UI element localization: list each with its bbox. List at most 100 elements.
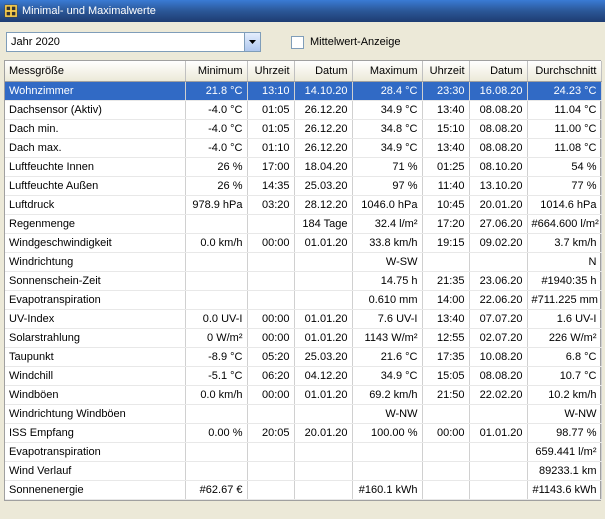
row-label: Windrichtung Windböen (5, 404, 185, 423)
row-value: 15:05 (422, 366, 469, 385)
row-value (294, 290, 352, 309)
table-row[interactable]: Sonnenschein-Zeit14.75 h21:3523.06.20#19… (5, 271, 601, 290)
table-row[interactable]: Luftfeuchte Innen26 %17:0018.04.2071 %01… (5, 157, 601, 176)
row-value: 34.9 °C (352, 138, 422, 157)
row-label: Luftdruck (5, 195, 185, 214)
row-value: 23.06.20 (469, 271, 527, 290)
table-row[interactable]: WindrichtungW-SWN (5, 252, 601, 271)
row-value: 1014.6 hPa (527, 195, 601, 214)
table-row[interactable]: Luftdruck978.9 hPa03:2028.12.201046.0 hP… (5, 195, 601, 214)
row-label: Taupunkt (5, 347, 185, 366)
table-row[interactable]: Solarstrahlung0 W/m²00:0001.01.201143 W/… (5, 328, 601, 347)
chevron-down-icon (244, 33, 260, 51)
row-value: 17:00 (247, 157, 294, 176)
row-value: 00:00 (422, 423, 469, 442)
row-value: 0 W/m² (185, 328, 247, 347)
row-label: Windchill (5, 366, 185, 385)
row-value: 0.00 % (185, 423, 247, 442)
row-value: 17:20 (422, 214, 469, 233)
table-row[interactable]: Evapotranspiration 659.441 l/m² (5, 442, 601, 461)
row-value: W-NW (527, 404, 601, 423)
row-value (185, 442, 247, 461)
table-row[interactable]: Evapotranspiration0.610 mm14:0022.06.20#… (5, 290, 601, 309)
row-value: 184 Tage (294, 214, 352, 233)
row-value: 18.04.20 (294, 157, 352, 176)
table-row[interactable]: Dach min.-4.0 °C01:0526.12.2034.8 °C15:1… (5, 119, 601, 138)
row-label: Regenmenge (5, 214, 185, 233)
row-value: 05:20 (247, 347, 294, 366)
row-value: 22.02.20 (469, 385, 527, 404)
row-value: 659.441 l/m² (527, 442, 601, 461)
row-value (352, 442, 422, 461)
row-value: 13:40 (422, 309, 469, 328)
row-value: 226 W/m² (527, 328, 601, 347)
table-row[interactable]: Dachsensor (Aktiv)-4.0 °C01:0526.12.2034… (5, 100, 601, 119)
row-value: 08.10.20 (469, 157, 527, 176)
table-row[interactable]: Wind Verlauf89233.1 km (5, 461, 601, 480)
column-header[interactable]: Maximum (352, 61, 422, 81)
row-value: 28.4 °C (352, 81, 422, 100)
table-row[interactable]: ISS Empfang0.00 %20:0520.01.20100.00 %00… (5, 423, 601, 442)
table-row[interactable]: Windböen0.0 km/h00:0001.01.2069.2 km/h21… (5, 385, 601, 404)
row-value: 13:10 (247, 81, 294, 100)
row-value (247, 442, 294, 461)
row-value: 08.08.20 (469, 119, 527, 138)
row-label: Luftfeuchte Außen (5, 176, 185, 195)
table-row[interactable]: Taupunkt-8.9 °C05:2025.03.2021.6 °C17:35… (5, 347, 601, 366)
checkbox-box (291, 36, 304, 49)
row-value: 00:00 (247, 233, 294, 252)
table-row[interactable]: Windgeschwindigkeit0.0 km/h00:0001.01.20… (5, 233, 601, 252)
table-row[interactable]: Windchill-5.1 °C06:2004.12.2034.9 °C15:0… (5, 366, 601, 385)
table-row[interactable]: Windrichtung WindböenW-NWW-NW (5, 404, 601, 423)
row-value: -8.9 °C (185, 347, 247, 366)
row-value: 3.7 km/h (527, 233, 601, 252)
column-header[interactable]: Messgröße (5, 61, 185, 81)
table-row[interactable]: Wohnzimmer21.8 °C13:1014.10.2028.4 °C23:… (5, 81, 601, 100)
row-value: 77 % (527, 176, 601, 195)
row-label: Sonnenschein-Zeit (5, 271, 185, 290)
row-value (469, 461, 527, 480)
row-value (469, 480, 527, 499)
row-value: 26 % (185, 157, 247, 176)
row-value: 17:35 (422, 347, 469, 366)
row-value (294, 442, 352, 461)
row-value: 10.08.20 (469, 347, 527, 366)
row-value (247, 480, 294, 499)
row-value: 01.01.20 (294, 385, 352, 404)
row-value (422, 404, 469, 423)
row-value: 14:00 (422, 290, 469, 309)
table-row[interactable]: Dach max.-4.0 °C01:1026.12.2034.9 °C13:4… (5, 138, 601, 157)
table-row[interactable]: UV-Index0.0 UV-I00:0001.01.207.6 UV-I13:… (5, 309, 601, 328)
row-value: #711.225 mm (527, 290, 601, 309)
row-value: 25.03.20 (294, 347, 352, 366)
app-icon (4, 4, 18, 18)
row-label: Windrichtung (5, 252, 185, 271)
row-value: 11.00 °C (527, 119, 601, 138)
row-value (185, 271, 247, 290)
column-header[interactable]: Durchschnitt (527, 61, 601, 81)
row-value: 20.01.20 (469, 195, 527, 214)
row-value: 01:05 (247, 100, 294, 119)
row-value: 21:50 (422, 385, 469, 404)
column-header[interactable]: Datum (294, 61, 352, 81)
row-label: Dach max. (5, 138, 185, 157)
year-dropdown[interactable]: Jahr 2020 (6, 32, 261, 52)
data-grid[interactable]: MessgrößeMinimumUhrzeitDatumMaximumUhrze… (4, 60, 601, 501)
table-row[interactable]: Luftfeuchte Außen26 %14:3525.03.2097 %11… (5, 176, 601, 195)
row-value: 0.0 km/h (185, 385, 247, 404)
column-header[interactable]: Minimum (185, 61, 247, 81)
column-header[interactable]: Uhrzeit (247, 61, 294, 81)
row-label: Evapotranspiration (5, 442, 185, 461)
row-value: 00:00 (247, 328, 294, 347)
table-row[interactable]: Sonnenenergie#62.67 €#160.1 kWh#1143.6 k… (5, 480, 601, 499)
row-value: 26 % (185, 176, 247, 195)
column-header[interactable]: Uhrzeit (422, 61, 469, 81)
mean-value-checkbox[interactable]: Mittelwert-Anzeige (291, 36, 400, 49)
row-value: 09.02.20 (469, 233, 527, 252)
row-label: Sonnenenergie (5, 480, 185, 499)
column-header[interactable]: Datum (469, 61, 527, 81)
row-value (185, 214, 247, 233)
table-row[interactable]: Regenmenge184 Tage32.4 l/m²17:2027.06.20… (5, 214, 601, 233)
row-value: W-SW (352, 252, 422, 271)
row-value: 01:25 (422, 157, 469, 176)
